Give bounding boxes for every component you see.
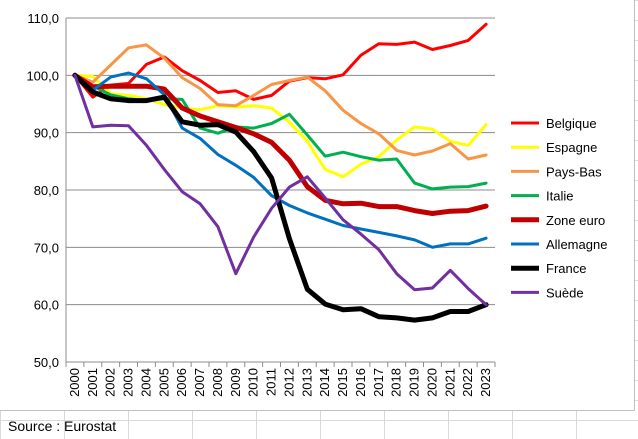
- legend-label: Suède: [546, 285, 584, 300]
- x-tick-label: 2003: [121, 368, 136, 397]
- y-tick-label: 80,0: [34, 183, 59, 198]
- y-tick-label: 60,0: [34, 298, 59, 313]
- x-tick-label: 2012: [281, 368, 296, 397]
- y-tick-label: 50,0: [34, 355, 59, 370]
- series-line-suède: [73, 73, 488, 307]
- y-tick-label: 100,0: [26, 68, 59, 83]
- legend-label: Allemagne: [546, 237, 607, 252]
- x-tick-label: 2016: [353, 368, 368, 397]
- series-line-pays-bas: [73, 43, 488, 161]
- x-tick-label: 2011: [264, 368, 279, 396]
- x-tick-label: 2002: [103, 368, 118, 397]
- x-tick-label: 2005: [156, 368, 171, 397]
- legend-label: France: [546, 261, 586, 276]
- series-line-belgique: [73, 22, 488, 101]
- x-tick-label: 2006: [174, 368, 189, 397]
- legend-label: Zone euro: [546, 213, 605, 228]
- x-tick-label: 2015: [335, 368, 350, 397]
- x-tick-label: 2001: [85, 368, 100, 397]
- x-tick-label: 2008: [210, 368, 225, 397]
- x-tick-label: 2014: [317, 368, 332, 397]
- series-line-espagne: [73, 73, 488, 179]
- chart-area[interactable]: 50,0 60,0 70,0 80,0 90,0 100,0 110,0 2000 2001 20…: [0, 0, 635, 411]
- x-tick-label: 2019: [407, 368, 422, 397]
- x-tick-label: 2023: [478, 368, 493, 397]
- legend-label: Pays-Bas: [546, 164, 602, 179]
- x-tick-label: 2020: [424, 368, 439, 397]
- axes: [65, 18, 496, 367]
- grid-lines: [66, 17, 495, 363]
- x-tick-label: 2009: [228, 368, 243, 397]
- x-tick-label: 2007: [192, 368, 207, 397]
- x-tick-label: 2018: [389, 368, 404, 397]
- x-tick-label: 2022: [460, 368, 475, 397]
- legend-label: Espagne: [546, 140, 597, 155]
- y-tick-label: 90,0: [34, 126, 59, 141]
- legend: Belgique Espagne Pays-Bas Italie Zone euro Al…: [511, 116, 607, 300]
- y-tick-label: 70,0: [34, 240, 59, 255]
- source-note: Source : Eurostat: [8, 418, 117, 434]
- x-tick-label: 2021: [442, 368, 457, 397]
- series-line-france: [72, 72, 489, 323]
- series-lines: [72, 22, 489, 323]
- series-line-zone-euro: [72, 72, 489, 216]
- x-tick-label: 2010: [246, 368, 261, 397]
- x-tick-label: 2000: [67, 368, 82, 397]
- series-line-italie: [73, 73, 488, 191]
- x-tick-label: 2013: [299, 368, 314, 397]
- legend-label: Italie: [546, 189, 573, 204]
- x-tick-label: 2017: [371, 368, 386, 397]
- y-tick-label: 110,0: [27, 11, 59, 26]
- x-tick-label: 2004: [138, 368, 153, 397]
- legend-label: Belgique: [546, 116, 597, 131]
